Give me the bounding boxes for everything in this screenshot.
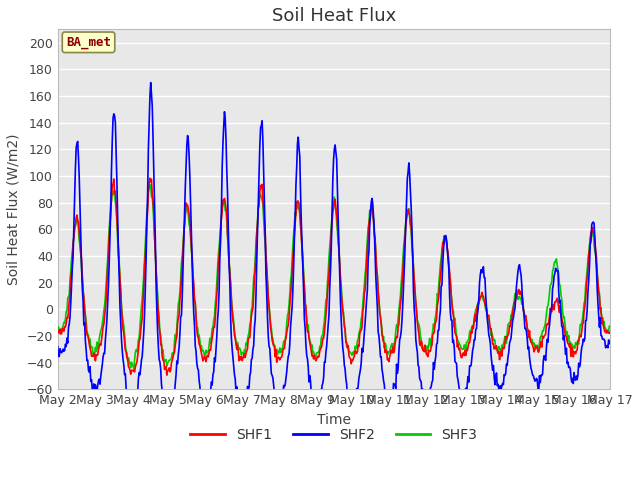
Text: BA_met: BA_met: [66, 36, 111, 49]
Y-axis label: Soil Heat Flux (W/m2): Soil Heat Flux (W/m2): [7, 133, 21, 285]
Title: Soil Heat Flux: Soil Heat Flux: [272, 7, 396, 25]
X-axis label: Time: Time: [317, 413, 351, 427]
Legend: SHF1, SHF2, SHF3: SHF1, SHF2, SHF3: [185, 422, 483, 447]
